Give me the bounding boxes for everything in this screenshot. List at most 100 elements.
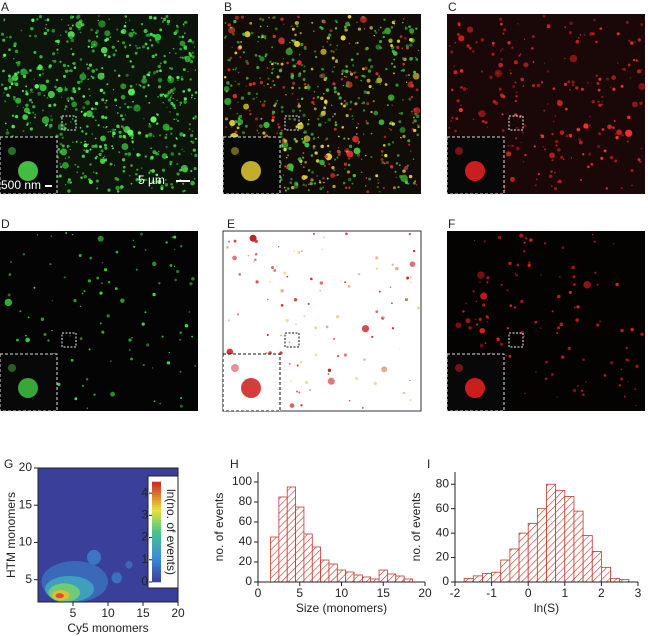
spot (170, 182, 173, 186)
spot (599, 320, 601, 323)
spot (409, 399, 412, 402)
colorbar-step (152, 554, 161, 558)
spot (59, 165, 63, 169)
spot (564, 82, 568, 86)
spot (172, 47, 175, 50)
spot (194, 364, 197, 367)
spot (391, 104, 393, 106)
spot (456, 99, 460, 103)
spot (191, 130, 194, 132)
spot (100, 136, 103, 139)
spot (104, 146, 108, 150)
spot (553, 187, 558, 191)
spot (582, 153, 585, 156)
spot (223, 76, 227, 79)
spot (56, 39, 60, 44)
histogram-bar (564, 496, 575, 583)
spot (169, 264, 173, 267)
spot (13, 81, 17, 85)
spot (8, 49, 11, 52)
spot (411, 57, 414, 59)
panel-label: H (230, 457, 239, 471)
spot (144, 155, 147, 158)
spot (133, 245, 136, 248)
spot (382, 186, 385, 189)
spot (10, 261, 12, 263)
spot (391, 327, 395, 330)
spot (52, 52, 56, 56)
spot (242, 51, 245, 54)
spot (362, 109, 366, 112)
spot (402, 392, 405, 395)
spot (235, 67, 238, 69)
spot (0, 83, 4, 87)
spot (412, 72, 420, 80)
spot (157, 95, 160, 98)
spot (59, 163, 61, 165)
spot (363, 358, 366, 361)
spot (248, 109, 251, 112)
spot (326, 177, 329, 180)
spot (170, 101, 174, 106)
spot (297, 15, 300, 19)
spot (516, 146, 520, 151)
spot (307, 302, 310, 305)
spot (132, 100, 134, 103)
spot (34, 84, 40, 89)
spot (640, 148, 642, 150)
colorbar-step (152, 491, 161, 495)
spot (29, 69, 32, 72)
spot (225, 126, 227, 128)
spot (344, 27, 346, 29)
spot (304, 184, 308, 187)
spot (277, 123, 280, 126)
spot (169, 88, 174, 93)
spot (500, 94, 505, 98)
spot (64, 123, 67, 126)
spot (163, 54, 166, 58)
spot (472, 290, 475, 293)
spot (105, 126, 108, 128)
spot (229, 107, 232, 110)
spot (98, 15, 100, 17)
roi-box (508, 332, 524, 348)
spot (578, 138, 581, 142)
spot (153, 400, 156, 403)
spot (285, 165, 289, 170)
spot (123, 24, 127, 28)
panel-label: F (448, 217, 455, 231)
spot (132, 148, 135, 150)
spot (34, 34, 37, 38)
spot (91, 76, 95, 80)
spot (33, 116, 37, 119)
inset-spot (18, 161, 38, 181)
spot (392, 72, 395, 75)
spot (640, 23, 644, 27)
roi-box (284, 115, 300, 131)
spot (273, 83, 276, 87)
spot (534, 320, 538, 324)
spot (282, 174, 285, 176)
spot (290, 178, 293, 181)
spot (457, 23, 461, 27)
spot (532, 61, 535, 63)
spot (180, 245, 183, 248)
spot (116, 190, 120, 193)
spot (347, 137, 350, 140)
spot (299, 32, 302, 35)
spot (169, 160, 173, 164)
spot (169, 127, 173, 131)
spot (310, 154, 314, 157)
spot (391, 49, 395, 53)
spot (130, 357, 134, 361)
spot (164, 136, 168, 140)
spot (322, 20, 326, 24)
spot (519, 53, 522, 55)
spot (309, 181, 313, 186)
spot (48, 103, 52, 108)
spot (33, 50, 37, 54)
spot (366, 190, 370, 194)
spot (498, 87, 502, 91)
spot (291, 109, 296, 113)
spot (319, 74, 323, 78)
